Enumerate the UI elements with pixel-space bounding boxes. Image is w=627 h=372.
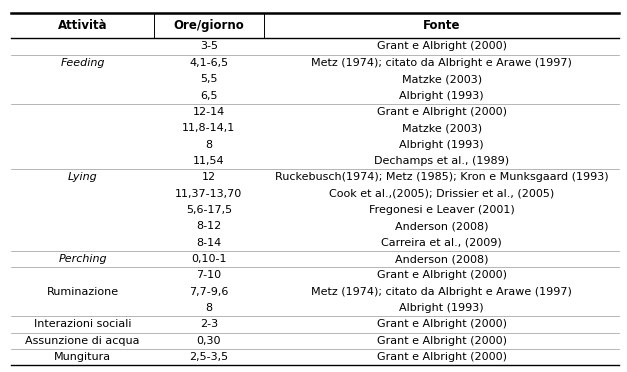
Text: 11,37-13,70: 11,37-13,70 bbox=[176, 189, 243, 199]
Text: Interazioni sociali: Interazioni sociali bbox=[34, 320, 132, 330]
Text: Attività: Attività bbox=[58, 19, 108, 32]
Text: Matzke (2003): Matzke (2003) bbox=[401, 74, 482, 84]
Text: Grant e Albright (2000): Grant e Albright (2000) bbox=[377, 320, 507, 330]
Text: 2,5-3,5: 2,5-3,5 bbox=[189, 352, 228, 362]
Text: 7,7-9,6: 7,7-9,6 bbox=[189, 287, 229, 297]
Text: 7-10: 7-10 bbox=[196, 270, 221, 280]
Text: Albright (1993): Albright (1993) bbox=[399, 140, 484, 150]
Text: 12-14: 12-14 bbox=[193, 107, 225, 117]
Text: 6,5: 6,5 bbox=[200, 90, 218, 100]
Text: 11,54: 11,54 bbox=[193, 156, 224, 166]
Text: Anderson (2008): Anderson (2008) bbox=[395, 221, 488, 231]
Text: 8-12: 8-12 bbox=[196, 221, 221, 231]
Text: Albright (1993): Albright (1993) bbox=[399, 90, 484, 100]
Text: Assunzione di acqua: Assunzione di acqua bbox=[26, 336, 140, 346]
Text: Dechamps et al., (1989): Dechamps et al., (1989) bbox=[374, 156, 509, 166]
Text: 4,1-6,5: 4,1-6,5 bbox=[189, 58, 228, 68]
Text: 0,30: 0,30 bbox=[197, 336, 221, 346]
Text: 8-14: 8-14 bbox=[196, 238, 221, 248]
Text: Ore/giorno: Ore/giorno bbox=[174, 19, 245, 32]
Text: Ruminazione: Ruminazione bbox=[46, 287, 119, 297]
Text: 2-3: 2-3 bbox=[200, 320, 218, 330]
Text: Grant e Albright (2000): Grant e Albright (2000) bbox=[377, 42, 507, 51]
Text: Perching: Perching bbox=[58, 254, 107, 264]
Text: Fonte: Fonte bbox=[423, 19, 460, 32]
Text: Feeding: Feeding bbox=[60, 58, 105, 68]
Text: Grant e Albright (2000): Grant e Albright (2000) bbox=[377, 270, 507, 280]
Text: Ruckebusch(1974); Metz (1985); Kron e Munksgaard (1993): Ruckebusch(1974); Metz (1985); Kron e Mu… bbox=[275, 172, 608, 182]
Text: Metz (1974); citato da Albright e Arawe (1997): Metz (1974); citato da Albright e Arawe … bbox=[311, 287, 572, 297]
Text: Matzke (2003): Matzke (2003) bbox=[401, 123, 482, 133]
Text: Lying: Lying bbox=[68, 172, 98, 182]
Text: Cook et al.,(2005); Drissier et al., (2005): Cook et al.,(2005); Drissier et al., (20… bbox=[329, 189, 554, 199]
Text: 0,10-1: 0,10-1 bbox=[191, 254, 227, 264]
Text: Mungitura: Mungitura bbox=[54, 352, 112, 362]
Text: Grant e Albright (2000): Grant e Albright (2000) bbox=[377, 352, 507, 362]
Text: Fregonesi e Leaver (2001): Fregonesi e Leaver (2001) bbox=[369, 205, 515, 215]
Text: 5,6-17,5: 5,6-17,5 bbox=[186, 205, 232, 215]
Text: Metz (1974); citato da Albright e Arawe (1997): Metz (1974); citato da Albright e Arawe … bbox=[311, 58, 572, 68]
Text: Albright (1993): Albright (1993) bbox=[399, 303, 484, 313]
Text: 3-5: 3-5 bbox=[200, 42, 218, 51]
Text: Grant e Albright (2000): Grant e Albright (2000) bbox=[377, 107, 507, 117]
Text: 12: 12 bbox=[202, 172, 216, 182]
Text: 8: 8 bbox=[206, 140, 213, 150]
Text: 11,8-14,1: 11,8-14,1 bbox=[182, 123, 236, 133]
Text: Carreira et al., (2009): Carreira et al., (2009) bbox=[381, 238, 502, 248]
Text: 5,5: 5,5 bbox=[200, 74, 218, 84]
Text: Grant e Albright (2000): Grant e Albright (2000) bbox=[377, 336, 507, 346]
Text: 8: 8 bbox=[206, 303, 213, 313]
Text: Anderson (2008): Anderson (2008) bbox=[395, 254, 488, 264]
